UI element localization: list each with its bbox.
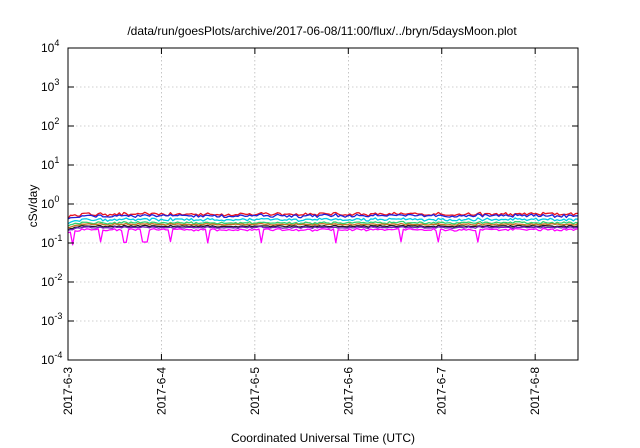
axis-ticks: 10-4 10-3 10-2 10-1 100 101 102 103 104 2017-6-3 2… xyxy=(41,38,578,415)
x-axis-label: Coordinated Universal Time (UTC) xyxy=(231,431,415,445)
y-tick-label: 101 xyxy=(41,155,59,172)
y-axis-label: cSv/day xyxy=(26,185,40,228)
chart-title: /data/run/goesPlots/archive/2017-06-08/1… xyxy=(127,24,517,38)
x-tick-label: 2017-6-3 xyxy=(61,367,75,415)
y-tick-label: 103 xyxy=(41,77,59,94)
series-line xyxy=(67,225,579,232)
grid-lines xyxy=(68,48,578,360)
series-line xyxy=(67,222,579,229)
y-tick-label: 104 xyxy=(41,38,59,55)
y-tick-label: 10-2 xyxy=(41,272,62,289)
series-line xyxy=(67,224,579,231)
y-tick-label: 10-4 xyxy=(41,350,62,367)
x-tick-label: 2017-6-4 xyxy=(154,367,168,415)
x-tick-label: 2017-6-5 xyxy=(248,367,262,415)
series-line xyxy=(67,227,579,246)
y-tick-label: 10-3 xyxy=(41,311,62,328)
x-tick-label: 2017-6-7 xyxy=(435,367,449,415)
x-tick-label: 2017-6-6 xyxy=(341,367,355,415)
series-line xyxy=(67,220,579,227)
y-tick-label: 100 xyxy=(41,194,59,211)
series-line xyxy=(67,211,579,220)
y-tick-label: 10-1 xyxy=(41,233,62,250)
y-tick-label: 102 xyxy=(41,116,59,133)
series-line xyxy=(67,213,579,220)
x-tick-label: 2017-6-8 xyxy=(528,367,542,415)
series-line xyxy=(67,217,579,225)
series-lines xyxy=(67,211,579,246)
